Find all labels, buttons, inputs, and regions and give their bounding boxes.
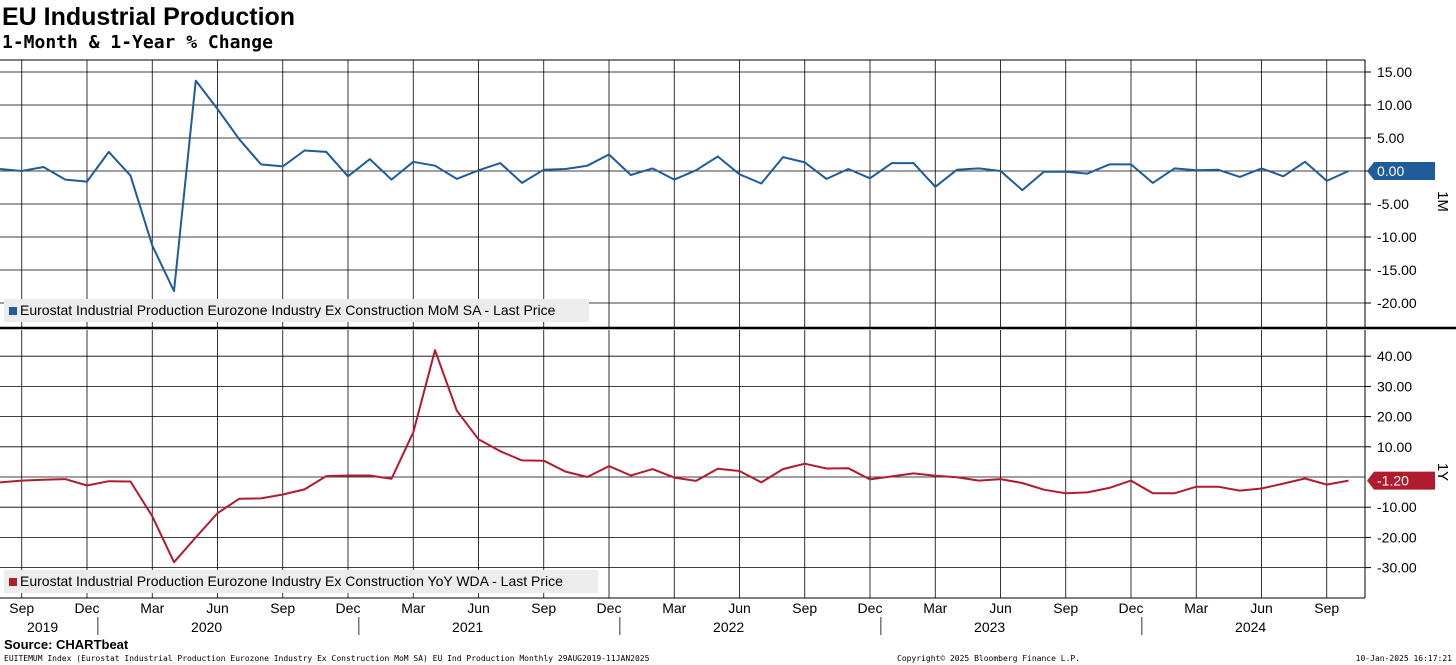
legend-text: Eurostat Industrial Production Eurozone … [20,573,563,589]
label-layer: 15.00 10.00 5.00 0.00 -5.00 -10.00 -15.00 -20.0… [4,64,1451,635]
y-tick-label: 15.00 [1377,64,1412,80]
y-tick-label: -10.00 [1377,229,1417,245]
x-month-label: Sep [270,600,295,616]
y-tick-label: -15.00 [1377,262,1417,278]
copyright: Copyright© 2025 Bloomberg Finance L.P. [897,654,1081,663]
timestamp: 10-Jan-2025 16:17:21 [1355,654,1452,663]
legend-swatch [9,307,17,315]
last-value-tag [1367,471,1435,490]
last-value-label: -1.20 [1377,473,1409,489]
x-year-label: 2021 [452,619,483,635]
x-year-label: 2019 [27,619,58,635]
x-month-label: Sep [531,600,556,616]
series-layer [0,79,1349,564]
y-tick-label: 10.00 [1377,97,1412,113]
x-year-label: 2024 [1235,619,1266,635]
x-month-label: Dec [75,600,100,616]
y-tick-label: 10.00 [1377,439,1412,455]
x-month-label: Dec [1119,600,1144,616]
x-month-label: Dec [858,600,883,616]
y-tick-label: -30.00 [1377,560,1417,576]
y-tick-label: 20.00 [1377,409,1412,425]
x-month-label: Jun [728,600,751,616]
y-tick-label: -20.00 [1377,529,1417,545]
source-label: Source: CHARTbeat [4,637,129,652]
panel-axis-label: 1M [1434,191,1451,212]
panel-axis-label: 1Y [1434,463,1451,481]
last-value-tag [1367,162,1435,180]
y-tick-label: -20.00 [1377,295,1417,311]
x-month-label: Dec [597,600,622,616]
grid-layer [0,59,1456,635]
legend-box [4,299,589,322]
ticker-info: EUITEMUM Index (Eurostat Industrial Prod… [4,654,650,663]
x-month-label: Sep [792,600,817,616]
x-year-label: 2023 [974,619,1005,635]
chart-title: EU Industrial Production [2,3,296,31]
x-month-label: Mar [140,600,164,616]
y-tick-label: -10.00 [1377,499,1417,515]
x-year-label: 2022 [713,619,744,635]
x-month-label: Jun [989,600,1012,616]
x-month-label: Mar [662,600,686,616]
x-month-label: Sep [1053,600,1078,616]
x-month-label: Mar [1184,600,1208,616]
x-month-label: Jun [206,600,229,616]
x-year-label: 2020 [191,619,222,635]
legend-box [4,570,598,593]
y-tick-label: 5.00 [1377,130,1404,146]
x-month-label: Sep [1314,600,1339,616]
legend-swatch [9,578,17,586]
y-tick-label: 30.00 [1377,378,1412,394]
last-value-label: 0.00 [1377,163,1404,179]
x-month-label: Sep [9,600,34,616]
x-month-label: Mar [401,600,425,616]
chart-subtitle: 1-Month & 1-Year % Change [2,32,273,53]
x-month-label: Jun [1250,600,1273,616]
y-tick-label: -5.00 [1377,196,1409,212]
x-month-label: Dec [336,600,361,616]
y-tick-label: 40.00 [1377,348,1412,364]
legend-text: Eurostat Industrial Production Eurozone … [20,302,556,318]
x-month-label: Mar [923,600,947,616]
x-month-label: Jun [467,600,490,616]
